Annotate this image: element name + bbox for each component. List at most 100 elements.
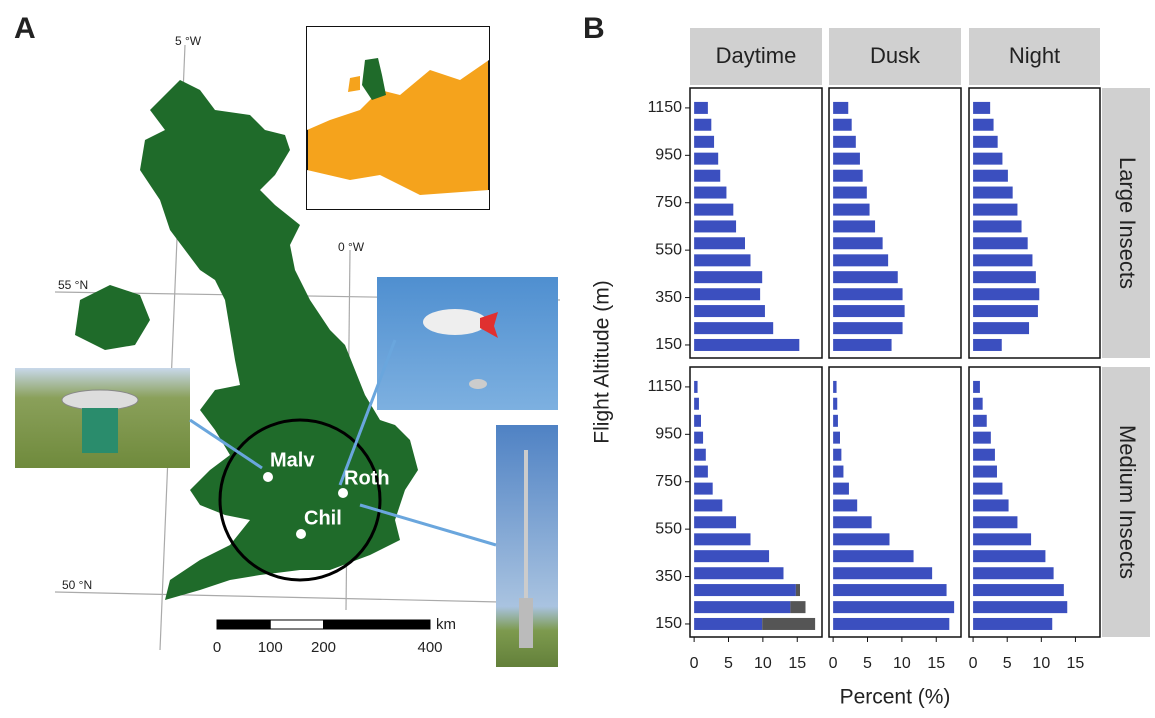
bar bbox=[694, 584, 796, 597]
bar bbox=[973, 482, 1003, 495]
site-label: Malv bbox=[270, 449, 315, 471]
bar bbox=[833, 482, 849, 495]
bar bbox=[833, 186, 867, 199]
site-label: Chil bbox=[304, 507, 342, 529]
study-circle bbox=[218, 418, 382, 582]
bar bbox=[973, 338, 1002, 351]
bar bbox=[694, 465, 708, 478]
bar bbox=[833, 448, 842, 461]
bar bbox=[833, 431, 840, 444]
x-tick-label: 0 bbox=[690, 655, 699, 672]
bar bbox=[973, 380, 980, 393]
scale-segment bbox=[269, 619, 324, 630]
y-tick-label: 350 bbox=[655, 289, 682, 306]
y-tick-label: 950 bbox=[655, 147, 682, 164]
scale-segment bbox=[216, 619, 271, 630]
bar bbox=[973, 254, 1033, 267]
bar bbox=[833, 118, 852, 131]
bar bbox=[833, 567, 933, 580]
y-tick-label: 550 bbox=[655, 520, 682, 537]
bar bbox=[973, 271, 1036, 284]
photo-object bbox=[423, 309, 487, 335]
bar bbox=[833, 533, 890, 546]
lat-label: 55 °N bbox=[58, 278, 88, 292]
bar bbox=[694, 448, 706, 461]
strip bbox=[969, 28, 1100, 85]
bar bbox=[694, 431, 704, 444]
scale-bar: 0 100 200 400 km bbox=[213, 616, 456, 656]
bar bbox=[973, 516, 1018, 529]
bar bbox=[973, 135, 998, 148]
strip-label: Daytime bbox=[716, 43, 797, 68]
bar bbox=[694, 254, 751, 267]
bar bbox=[694, 152, 719, 165]
europe-inset bbox=[306, 26, 490, 210]
bar bbox=[973, 322, 1030, 335]
bar bbox=[694, 271, 763, 284]
y-tick-label: 1150 bbox=[648, 99, 683, 116]
bar bbox=[833, 499, 858, 512]
bar bbox=[973, 203, 1018, 216]
photo bbox=[377, 277, 558, 410]
bar bbox=[973, 617, 1053, 630]
bar bbox=[833, 516, 872, 529]
bar bbox=[790, 601, 806, 614]
bar bbox=[833, 338, 892, 351]
bar bbox=[694, 203, 734, 216]
scale-label: 200 bbox=[311, 639, 336, 656]
y-tick-label: 950 bbox=[655, 426, 682, 443]
bar bbox=[973, 288, 1040, 301]
bar bbox=[973, 186, 1013, 199]
bar bbox=[694, 186, 727, 199]
bar bbox=[833, 169, 863, 182]
bar bbox=[833, 550, 914, 563]
bar bbox=[694, 338, 800, 351]
bar bbox=[833, 617, 950, 630]
bar bbox=[833, 601, 955, 614]
strip-label: Night bbox=[1009, 43, 1060, 68]
balloon-photo bbox=[377, 277, 558, 410]
strip-label: Large Insects bbox=[1115, 157, 1140, 289]
y-axis-title: Flight Altitude (m) bbox=[591, 280, 614, 443]
bar bbox=[973, 169, 1008, 182]
photo-object bbox=[469, 379, 487, 389]
bar bbox=[833, 135, 856, 148]
bar bbox=[694, 322, 774, 335]
bar bbox=[973, 465, 997, 478]
bar bbox=[833, 254, 889, 267]
x-axis-title: Percent (%) bbox=[840, 686, 951, 709]
bar bbox=[973, 584, 1064, 597]
x-tick-label: 10 bbox=[893, 655, 911, 672]
x-tick-label: 5 bbox=[1003, 655, 1012, 672]
bar bbox=[973, 305, 1038, 318]
mast-photo bbox=[496, 425, 558, 667]
chart: Daytime Dusk Night Large Insects Medium Inse… bbox=[591, 28, 1150, 709]
photo-object bbox=[519, 598, 533, 648]
site-dot bbox=[296, 529, 306, 539]
arrow bbox=[338, 339, 397, 486]
bar bbox=[973, 550, 1046, 563]
bar bbox=[833, 152, 860, 165]
bar bbox=[833, 397, 838, 410]
bar bbox=[694, 101, 708, 114]
parallel bbox=[54, 591, 501, 603]
bar bbox=[833, 414, 838, 427]
inset-ireland bbox=[348, 76, 360, 92]
bar bbox=[694, 601, 791, 614]
bar bbox=[694, 414, 701, 427]
lat-label: 50 °N bbox=[62, 578, 92, 592]
sites bbox=[263, 472, 348, 539]
bar bbox=[973, 499, 1009, 512]
bar bbox=[833, 101, 849, 114]
y-tick-label: 150 bbox=[655, 336, 682, 353]
x-tick-label: 15 bbox=[788, 655, 806, 672]
bar bbox=[694, 482, 713, 495]
photo-object bbox=[61, 389, 139, 411]
y-tick-label: 150 bbox=[655, 615, 682, 632]
ireland-north bbox=[75, 285, 150, 350]
y-tick-label: 1150 bbox=[648, 378, 683, 395]
bar bbox=[973, 101, 991, 114]
bar bbox=[833, 584, 947, 597]
bar bbox=[694, 617, 763, 630]
scale-label: 400 bbox=[417, 639, 442, 656]
